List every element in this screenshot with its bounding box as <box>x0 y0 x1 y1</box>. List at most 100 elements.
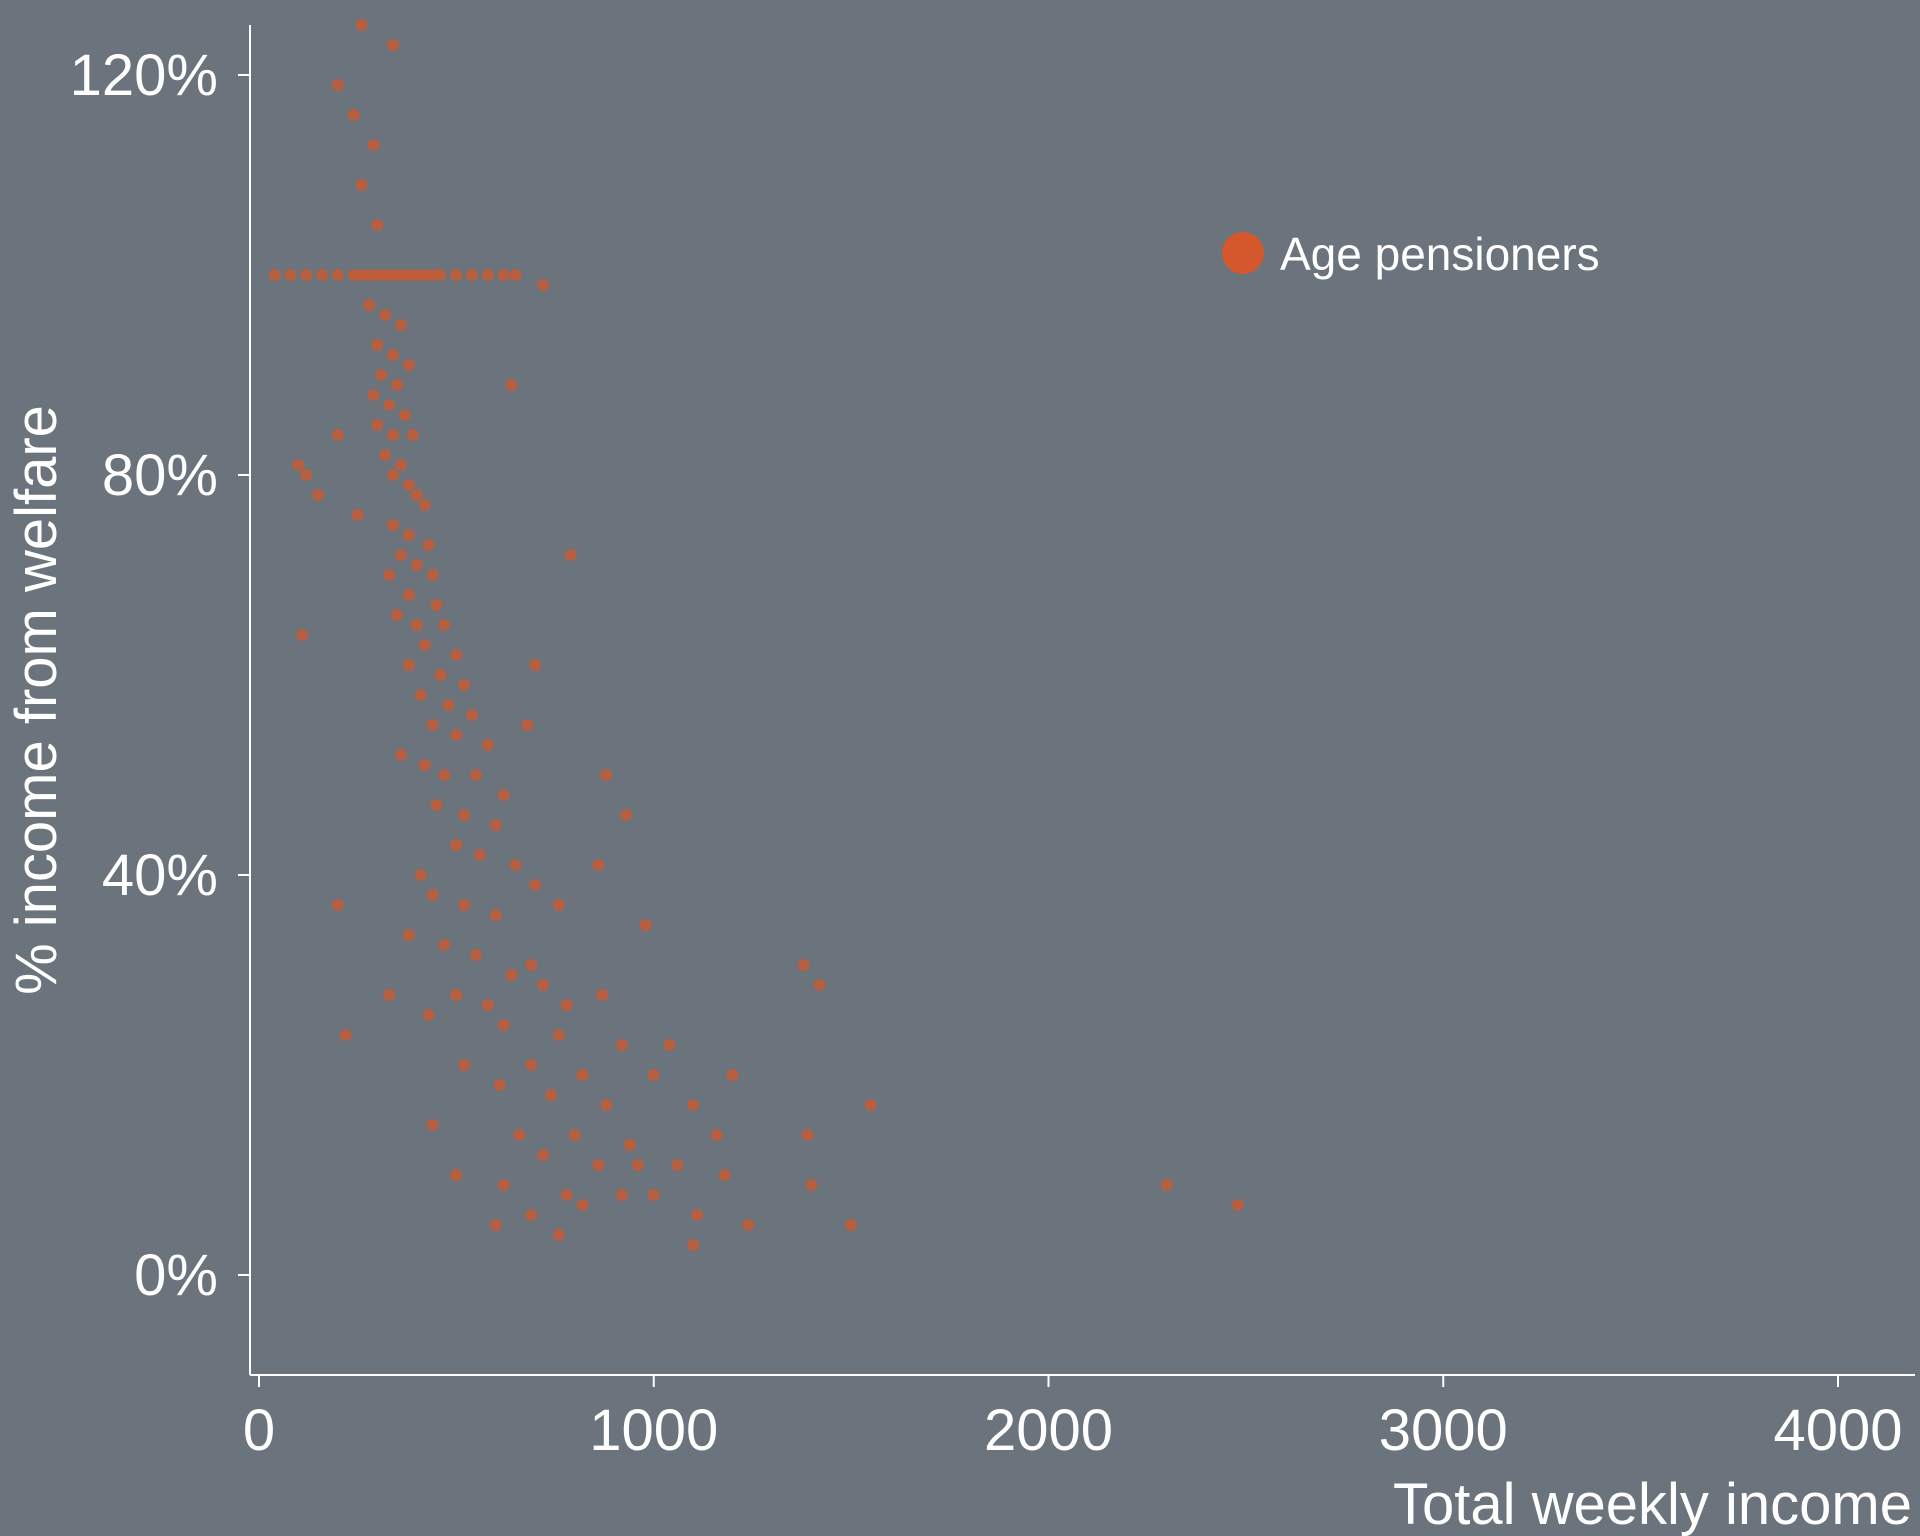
data-point <box>537 1149 550 1161</box>
x-axis-label: Total weekly income <box>1393 1472 1912 1536</box>
data-point <box>470 949 483 961</box>
data-point <box>371 339 384 351</box>
data-point <box>414 869 427 881</box>
legend-marker <box>1222 232 1264 274</box>
data-point <box>474 849 487 861</box>
data-point <box>845 1219 858 1231</box>
data-point <box>616 1189 629 1201</box>
data-point <box>406 429 419 441</box>
data-point <box>525 959 538 971</box>
data-point <box>687 1239 700 1251</box>
y-tick-label: 40% <box>102 843 218 908</box>
y-axis-ticks: 0% 40% 80% 120% <box>70 43 250 1308</box>
data-point <box>813 979 826 991</box>
data-point <box>710 1129 723 1141</box>
data-point <box>805 1179 818 1191</box>
data-point <box>331 429 344 441</box>
data-point <box>568 1129 581 1141</box>
data-point <box>726 1069 739 1081</box>
x-axis-ticks: 0 1000 2000 3000 4000 <box>243 1375 1903 1463</box>
data-point <box>497 1179 510 1191</box>
data-point <box>509 269 522 281</box>
data-point <box>489 909 502 921</box>
data-point <box>576 1069 589 1081</box>
data-point <box>592 859 605 871</box>
scatter-points <box>268 19 1244 1251</box>
data-point <box>395 749 408 761</box>
data-point <box>422 1009 435 1021</box>
data-point <box>481 269 494 281</box>
data-point <box>418 759 431 771</box>
data-point <box>576 1199 589 1211</box>
data-point <box>529 659 542 671</box>
data-point <box>430 599 443 611</box>
data-point <box>438 939 451 951</box>
data-point <box>489 1219 502 1231</box>
data-point <box>351 509 364 521</box>
data-point <box>525 1209 538 1221</box>
data-point <box>395 549 408 561</box>
data-point <box>458 899 471 911</box>
data-point <box>545 1089 558 1101</box>
data-point <box>497 1019 510 1031</box>
data-point <box>797 959 810 971</box>
data-point <box>525 1059 538 1071</box>
data-point <box>742 1219 755 1231</box>
data-point <box>430 799 443 811</box>
data-point <box>363 299 376 311</box>
data-point <box>426 719 439 731</box>
data-point <box>596 989 609 1001</box>
data-point <box>403 529 416 541</box>
data-point <box>383 989 396 1001</box>
data-point <box>367 139 380 151</box>
data-point <box>616 1039 629 1051</box>
data-point <box>347 109 360 121</box>
data-point <box>379 449 392 461</box>
data-point <box>410 619 423 631</box>
data-point <box>410 489 423 501</box>
data-point <box>399 409 412 421</box>
data-point <box>296 629 309 641</box>
data-point <box>403 359 416 371</box>
y-tick-label: 120% <box>70 43 218 108</box>
data-point <box>312 489 325 501</box>
data-point <box>410 559 423 571</box>
data-point <box>418 499 431 511</box>
y-tick-label: 80% <box>102 443 218 508</box>
data-point <box>387 349 400 361</box>
data-point <box>1160 1179 1173 1191</box>
data-point <box>387 519 400 531</box>
data-point <box>367 389 380 401</box>
data-point <box>497 789 510 801</box>
data-point <box>438 769 451 781</box>
data-point <box>509 859 522 871</box>
data-point <box>450 269 463 281</box>
data-point <box>292 459 305 471</box>
data-point <box>493 1079 506 1091</box>
data-point <box>592 1159 605 1171</box>
data-point <box>631 1159 644 1171</box>
data-point <box>600 1099 613 1111</box>
data-point <box>450 729 463 741</box>
data-point <box>647 1189 660 1201</box>
data-point <box>300 269 313 281</box>
data-point <box>529 879 542 891</box>
data-point <box>489 819 502 831</box>
data-point <box>403 659 416 671</box>
data-point <box>391 609 404 621</box>
data-point <box>379 309 392 321</box>
data-point <box>801 1129 814 1141</box>
data-point <box>718 1169 731 1181</box>
data-point <box>331 899 344 911</box>
data-point <box>691 1209 704 1221</box>
data-point <box>671 1159 684 1171</box>
data-point <box>395 319 408 331</box>
data-point <box>458 1059 471 1071</box>
data-point <box>481 739 494 751</box>
data-point <box>442 699 455 711</box>
data-point <box>391 379 404 391</box>
data-point <box>466 709 479 721</box>
data-point <box>624 1139 637 1151</box>
data-point <box>639 919 652 931</box>
data-point <box>537 279 550 291</box>
